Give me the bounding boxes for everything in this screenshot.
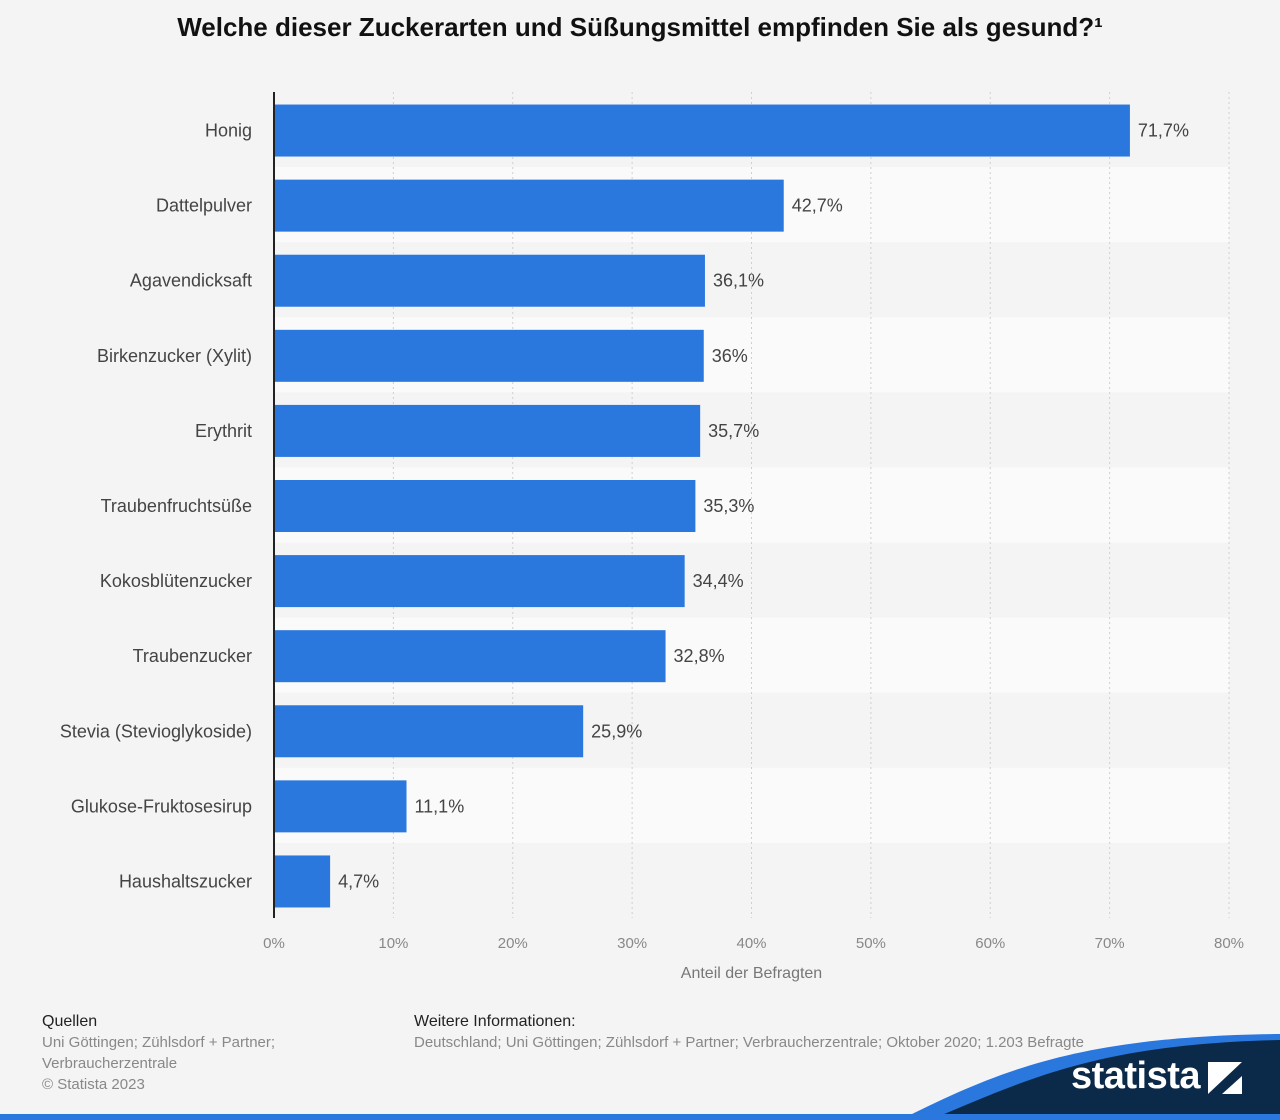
bar[interactable]	[274, 254, 705, 307]
bar[interactable]	[274, 630, 666, 683]
value-label: 35,7%	[708, 421, 759, 441]
category-label: Dattelpulver	[156, 196, 252, 216]
value-label: 35,3%	[703, 496, 754, 516]
row-band	[274, 767, 1229, 843]
bar[interactable]	[274, 555, 685, 608]
x-tick-label: 50%	[856, 935, 886, 952]
sources-line-1[interactable]: Uni Göttingen; Zühlsdorf + Partner;	[42, 1034, 276, 1051]
x-tick-label: 20%	[498, 935, 528, 952]
sources-block: Quellen Uni Göttingen; Zühlsdorf + Partn…	[42, 1011, 342, 1095]
category-label: Agavendicksaft	[130, 271, 252, 291]
x-tick-label: 60%	[975, 935, 1005, 952]
value-label: 25,9%	[591, 721, 642, 741]
value-label: 4,7%	[338, 871, 379, 891]
x-tick-label: 70%	[1095, 935, 1125, 952]
x-tick-label: 30%	[617, 935, 647, 952]
category-label: Glukose-Fruktosesirup	[71, 796, 252, 816]
bar[interactable]	[274, 329, 704, 382]
value-label: 71,7%	[1138, 121, 1189, 141]
x-ticks: 0% 10% 20% 30% 40% 50% 60% 70% 80%	[263, 935, 1244, 952]
category-label: Traubenfruchtsüße	[101, 496, 252, 516]
copyright: © Statista 2023	[42, 1076, 145, 1093]
category-label: Stevia (Stevioglykoside)	[60, 721, 252, 741]
bar[interactable]	[274, 404, 701, 457]
category-label: Kokosblütenzucker	[100, 571, 252, 591]
value-label: 34,4%	[693, 571, 744, 591]
category-label: Haushaltszucker	[119, 871, 252, 891]
category-label: Honig	[205, 121, 252, 141]
bottom-stripe	[0, 1114, 1280, 1120]
bar[interactable]	[274, 104, 1130, 157]
more-info-text: Deutschland; Uni Göttingen; Zühlsdorf + …	[414, 1034, 1084, 1051]
value-label: 32,8%	[674, 646, 725, 666]
bar[interactable]	[274, 480, 696, 532]
labels: Honig 71,7% Dattelpulver 42,7% Agavendicksaf…	[60, 121, 1189, 892]
value-label: 42,7%	[792, 196, 843, 216]
bar[interactable]	[274, 855, 331, 908]
value-label: 36,1%	[713, 271, 764, 291]
category-label: Erythrit	[195, 421, 252, 441]
category-label: Birkenzucker (Xylit)	[97, 346, 252, 366]
sources-heading: Quellen	[42, 1013, 98, 1030]
value-label: 11,1%	[415, 796, 465, 816]
more-info-block: Weitere Informationen: Deutschland; Uni …	[414, 1011, 1114, 1053]
bar[interactable]	[274, 179, 784, 232]
more-info-heading: Weitere Informationen:	[414, 1013, 576, 1030]
chart-title: Welche dieser Zuckerarten und Süßungsmit…	[177, 12, 1103, 42]
x-tick-label: 80%	[1214, 935, 1244, 952]
x-tick-label: 10%	[378, 935, 408, 952]
bar-chart: Honig 71,7% Dattelpulver 42,7% Agavendicksaf…	[60, 92, 1244, 982]
category-label: Traubenzucker	[133, 646, 252, 666]
swoosh-dark	[930, 1040, 1280, 1120]
bar[interactable]	[274, 780, 407, 833]
x-axis-title: Anteil der Befragten	[681, 965, 822, 982]
x-tick-label: 40%	[736, 935, 766, 952]
statista-logo[interactable]: statista	[1070, 1055, 1201, 1097]
bar[interactable]	[274, 705, 584, 758]
value-label: 36%	[712, 346, 748, 366]
statista-logo-icon	[1208, 1062, 1242, 1094]
sources-line-2[interactable]: Verbraucherzentrale	[42, 1055, 178, 1072]
x-tick-label: 0%	[263, 935, 285, 952]
bars	[274, 104, 1130, 908]
